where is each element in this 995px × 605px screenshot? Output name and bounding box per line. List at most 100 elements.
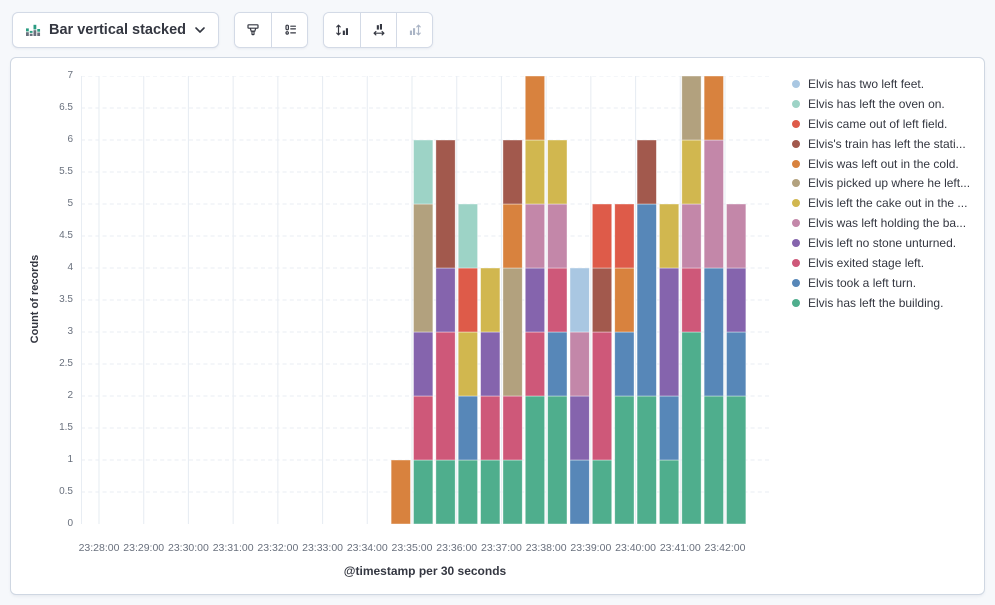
bar-segment[interactable] [457,395,478,461]
legend-item[interactable]: Elvis was left out in the cold. [792,154,970,174]
legend-item[interactable]: Elvis exited stage left. [792,253,970,273]
x-tick-label: 23:30:00 [167,542,209,554]
bar-segment[interactable] [591,267,613,333]
bar-segment[interactable] [413,331,434,397]
bar-segment[interactable] [480,395,501,461]
bar-segment[interactable] [703,395,724,524]
bar-segment[interactable] [547,395,568,524]
right-axis-button[interactable] [396,13,433,47]
legend-item[interactable]: Elvis has two left feet. [792,74,970,94]
bar-segment[interactable] [480,459,501,524]
bar-segment[interactable] [591,203,613,269]
bar-segment[interactable] [681,203,702,269]
bar-segment[interactable] [457,203,478,269]
bar-segment[interactable] [659,267,680,397]
legend-label: Elvis picked up where he left... [808,176,971,191]
bar-segment[interactable] [726,203,747,269]
bar-segment[interactable] [659,459,680,524]
bar-segment[interactable] [614,331,635,397]
bar-segment[interactable] [614,203,635,269]
chart-settings-button-group [234,12,309,48]
legend-item[interactable]: Elvis has left the building. [792,293,970,313]
bar-segment[interactable] [524,76,546,141]
bar-segment[interactable] [524,267,546,333]
legend-item[interactable]: Elvis came out of left field. [792,114,970,134]
plot-area [81,76,769,524]
y-tick-label: 4.5 [59,230,73,241]
bar-segment[interactable] [502,459,523,524]
bar-segment[interactable] [659,395,680,461]
bar-segment[interactable] [591,459,613,524]
bar-segment[interactable] [703,267,724,397]
bar-segment[interactable] [569,331,590,397]
bar-segment[interactable] [636,139,657,205]
x-tick-label: 23:37:00 [480,542,522,554]
legend-item[interactable]: Elvis left no stone unturned. [792,233,970,253]
y-tick-label: 0 [67,518,73,529]
bar-segment[interactable] [413,395,434,461]
legend-label: Elvis exited stage left. [808,255,925,270]
bar-segment[interactable] [614,267,635,333]
bar-segment[interactable] [547,331,568,397]
bar-segment[interactable] [480,331,501,397]
y-tick-label: 5.5 [59,166,73,177]
bar-segment[interactable] [681,331,702,524]
bar-segment[interactable] [726,395,747,524]
right-axis-icon [407,22,423,38]
y-tick-label: 6 [67,134,73,145]
bar-segment[interactable] [435,459,456,524]
bar-segment[interactable] [413,459,434,524]
left-axis-button[interactable] [324,13,361,47]
bar-segment[interactable] [457,459,478,524]
bar-segment[interactable] [569,459,590,524]
bar-segment[interactable] [726,267,747,333]
legend-dot [792,219,800,228]
chart-type-dropdown[interactable]: Bar vertical stacked [12,12,220,48]
bar-segment[interactable] [457,267,478,333]
legend-item[interactable]: Elvis left the cake out in the ... [792,193,970,213]
bottom-axis-button[interactable] [360,13,397,47]
bar-segment[interactable] [413,139,434,205]
legend-label: Elvis came out of left field. [808,116,948,131]
bar-segment[interactable] [726,331,747,397]
bar-segment[interactable] [636,203,657,397]
bar-segment[interactable] [435,139,456,269]
bar-segment[interactable] [614,395,635,524]
bar-segment[interactable] [502,267,523,397]
bar-segment[interactable] [480,267,501,333]
bar-segment[interactable] [502,395,523,461]
bar-segment[interactable] [703,139,724,269]
legend-item[interactable]: Elvis has left the oven on. [792,94,970,114]
legend-item[interactable]: Elvis took a left turn. [792,273,970,293]
bar-segment[interactable] [547,139,568,205]
bar-segment[interactable] [547,203,568,269]
visual-options-button[interactable] [235,13,272,47]
bar-segment[interactable] [524,203,546,269]
bar-segment[interactable] [659,203,680,269]
legend-item[interactable]: Elvis was left holding the ba... [792,213,970,233]
bar-segment[interactable] [681,76,702,141]
bar-segment[interactable] [435,267,456,333]
bar-segment[interactable] [703,76,724,141]
bar-segment[interactable] [681,139,702,205]
bar-segment[interactable] [502,139,523,205]
legend-settings-button[interactable] [271,13,308,47]
legend-item[interactable]: Elvis's train has left the stati... [792,134,970,154]
bar-segment[interactable] [569,395,590,461]
bar-segment[interactable] [547,267,568,333]
bar-segment[interactable] [435,331,456,461]
legend-item[interactable]: Elvis picked up where he left... [792,173,970,193]
bar-segment[interactable] [524,139,546,205]
axis-settings-button-group [323,12,434,48]
bar-segment[interactable] [457,331,478,397]
bar-segment[interactable] [390,459,411,524]
bar-segment[interactable] [636,395,657,524]
bar-segment[interactable] [681,267,702,333]
bar-segment[interactable] [502,203,523,269]
bar-segment[interactable] [413,203,434,333]
y-tick-label: 1 [67,454,73,465]
bar-segment[interactable] [524,395,546,524]
bar-segment[interactable] [591,331,613,461]
bar-segment[interactable] [524,331,546,397]
bar-segment[interactable] [569,267,590,333]
